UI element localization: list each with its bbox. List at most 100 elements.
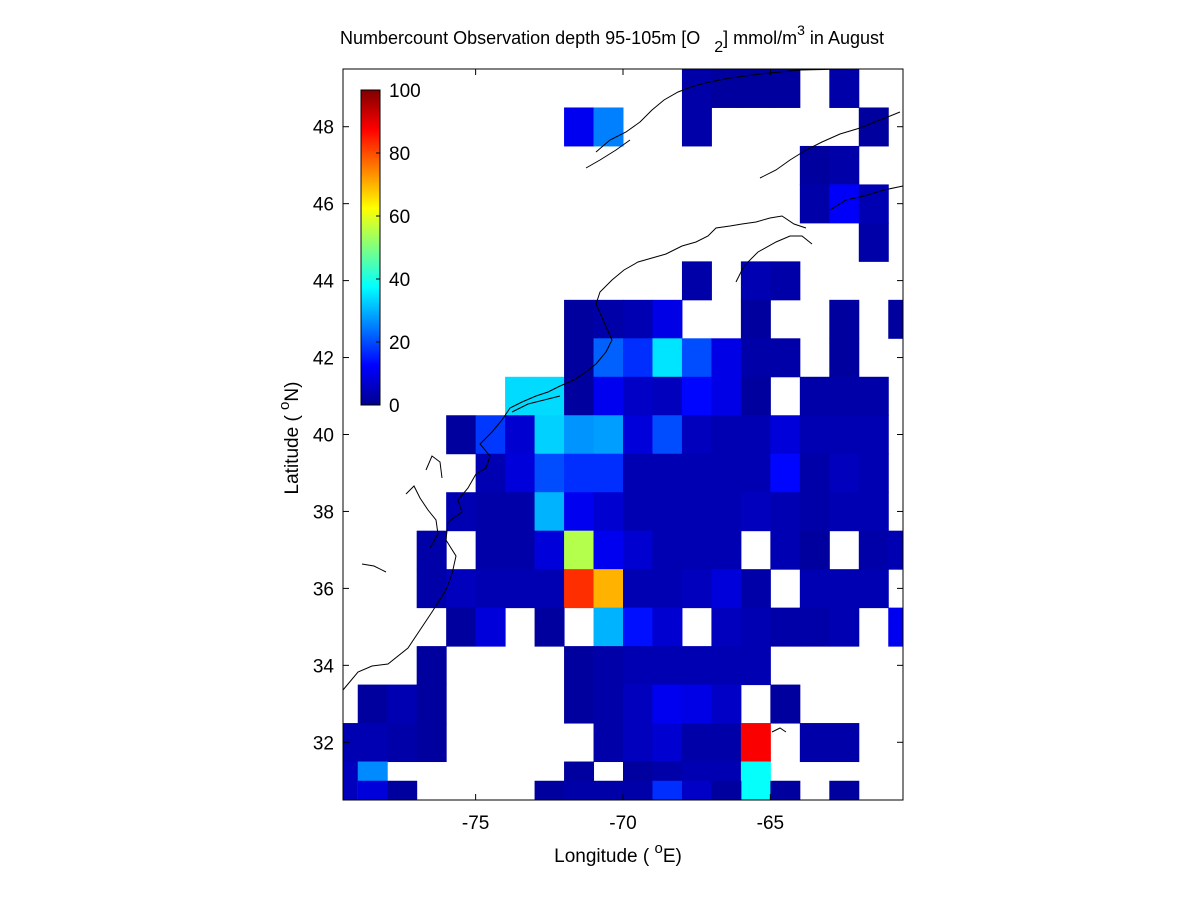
heatmap-cell xyxy=(711,684,742,724)
heatmap-cell xyxy=(681,107,712,147)
heatmap-cell xyxy=(446,569,477,609)
heatmap-cell xyxy=(799,569,830,609)
heatmap-cell xyxy=(858,453,889,493)
heatmap-cell xyxy=(740,376,771,416)
heatmap-cell xyxy=(829,145,860,185)
y-tick-label: 38 xyxy=(313,502,334,523)
heatmap-cell xyxy=(357,780,388,801)
heatmap-cell xyxy=(740,646,771,686)
colorbar-gradient xyxy=(360,89,381,406)
heatmap-cell xyxy=(799,145,830,185)
heatmap-cell xyxy=(740,261,771,301)
heatmap-cell xyxy=(416,646,447,686)
heatmap-cell xyxy=(681,684,712,724)
heatmap-cell xyxy=(564,299,595,339)
heatmap-cell xyxy=(505,530,536,570)
heatmap-cell xyxy=(593,569,624,609)
heatmap-cell xyxy=(829,723,860,763)
heatmap-cell xyxy=(799,184,830,224)
heatmap-cell xyxy=(888,299,904,339)
heatmap-cell xyxy=(475,569,506,609)
x-axis-label-post: E) xyxy=(663,846,682,867)
colorbar-tick-label: 0 xyxy=(389,396,400,417)
heatmap-cell xyxy=(564,415,595,455)
heatmap-cell xyxy=(829,376,860,416)
heatmap-cell xyxy=(652,492,683,532)
title-end: in August xyxy=(805,28,884,48)
heatmap-cell xyxy=(475,453,506,493)
heatmap-cell xyxy=(858,569,889,609)
heatmap-cell xyxy=(652,723,683,763)
heatmap-cell xyxy=(711,453,742,493)
heatmap-cell xyxy=(829,184,860,224)
heatmap-cell xyxy=(740,453,771,493)
title-main: Numbercount Observation depth 95-105m [O xyxy=(340,28,700,48)
heatmap-cell xyxy=(623,376,653,416)
chart-title: Numbercount Observation depth 95-105m [O… xyxy=(340,22,884,56)
heatmap-cell xyxy=(623,338,653,378)
heatmap-cell xyxy=(681,646,712,686)
heatmap-cell xyxy=(681,723,712,763)
heatmap-cell xyxy=(711,338,742,378)
heatmap-cell xyxy=(799,453,830,493)
heatmap-cells xyxy=(343,69,904,801)
heatmap-cell xyxy=(740,607,771,647)
heatmap-cell xyxy=(623,530,653,570)
heatmap-cell xyxy=(387,723,418,763)
heatmap-cell xyxy=(799,415,830,455)
heatmap-cell xyxy=(888,530,904,570)
heatmap-cell xyxy=(858,530,889,570)
heatmap-cell xyxy=(534,780,565,801)
heatmap-cell xyxy=(711,415,742,455)
heatmap-cell xyxy=(623,780,653,801)
heatmap-cell xyxy=(829,299,860,339)
heatmap-cell xyxy=(829,69,860,108)
heatmap-cell xyxy=(505,453,536,493)
heatmap-cell xyxy=(623,646,653,686)
y-axis-ticks: 32 34 36 38 40 42 44 46 48 xyxy=(313,118,903,754)
heatmap-cell xyxy=(416,569,447,609)
heatmap-cell xyxy=(770,453,801,493)
heatmap-cell xyxy=(858,222,889,262)
y-tick-label: 46 xyxy=(313,195,334,216)
heatmap-cell xyxy=(357,723,388,763)
heatmap-cell xyxy=(652,415,683,455)
heatmap-cell xyxy=(593,492,624,532)
heatmap-cell xyxy=(711,569,742,609)
heatmap-cell xyxy=(858,376,889,416)
heatmap-cell xyxy=(593,607,624,647)
colorbar-tick-label: 20 xyxy=(389,333,410,354)
plot-area: -75 -70 -65 32 34 36 38 40 42 44 46 48 xyxy=(313,68,904,834)
heatmap-cell xyxy=(711,780,742,801)
heatmap-cell xyxy=(416,723,447,763)
y-axis-label: Latitude ( oN) xyxy=(276,382,303,495)
heatmap-cell xyxy=(652,530,683,570)
x-tick-label: -70 xyxy=(609,813,636,834)
heatmap-cell xyxy=(593,646,624,686)
heatmap-cell xyxy=(593,684,624,724)
heatmap-cell xyxy=(799,492,830,532)
heatmap-cell xyxy=(564,530,595,570)
heatmap-cell xyxy=(564,107,595,147)
heatmap-cell xyxy=(681,415,712,455)
heatmap-cell xyxy=(652,338,683,378)
heatmap-cell xyxy=(593,376,624,416)
y-axis-label-post: N) xyxy=(282,382,303,402)
heatmap-cell xyxy=(829,607,860,647)
heatmap-cell xyxy=(623,415,653,455)
heatmap-cell xyxy=(623,569,653,609)
colorbar-tick-label: 40 xyxy=(389,270,410,291)
heatmap-cell xyxy=(681,530,712,570)
heatmap-cell xyxy=(534,569,565,609)
heatmap-cell xyxy=(740,338,771,378)
heatmap-cell xyxy=(652,569,683,609)
y-tick-label: 34 xyxy=(313,656,335,677)
heatmap-cell xyxy=(681,780,712,801)
heatmap-cell xyxy=(711,492,742,532)
heatmap-cell xyxy=(770,780,801,801)
heatmap-cell xyxy=(357,684,388,724)
y-tick-label: 40 xyxy=(313,426,334,447)
heatmap-cell xyxy=(623,607,653,647)
x-axis-label-pre: Longitude ( xyxy=(554,846,654,867)
